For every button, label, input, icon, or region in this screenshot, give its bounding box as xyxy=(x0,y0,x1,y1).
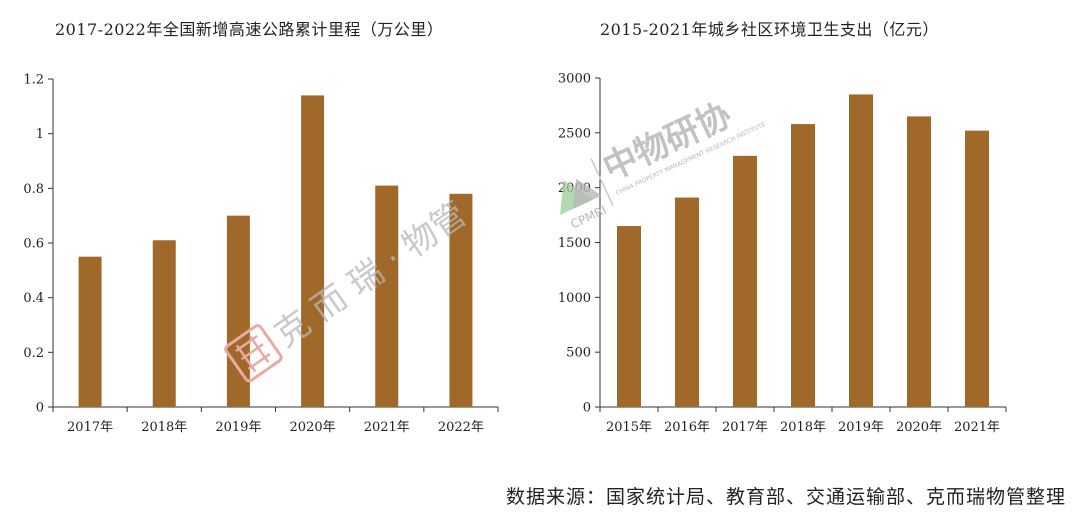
y-tick-label: 0.6 xyxy=(23,237,44,252)
x-tick-label: 2021年 xyxy=(364,420,410,435)
bar xyxy=(617,226,641,407)
bar xyxy=(301,95,325,408)
x-tick-label: 2019年 xyxy=(838,420,884,435)
bar xyxy=(152,240,176,407)
y-tick-label: 1 xyxy=(36,127,44,142)
x-tick-label: 2019年 xyxy=(215,420,261,435)
cric-watermark-text: 克 而 瑞 · 物管 xyxy=(267,194,473,355)
x-tick-label: 2022年 xyxy=(438,420,484,435)
bar xyxy=(375,185,399,407)
x-tick-label: 2015年 xyxy=(606,420,652,435)
y-tick-label: 0.4 xyxy=(23,291,44,306)
chart-title-sanitation: 2015-2021年城乡社区环境卫生支出（亿元） xyxy=(600,20,939,39)
x-tick-label: 2018年 xyxy=(780,420,826,435)
bar xyxy=(675,197,699,407)
chart-title-highway: 2017-2022年全国新增高速公路累计里程（万公里） xyxy=(55,20,444,39)
cric-watermark: 克 而 瑞 · 物管 xyxy=(224,194,474,383)
y-tick-label: 2500 xyxy=(558,126,591,141)
x-tick-label: 2018年 xyxy=(141,420,187,435)
x-tick-label: 2020年 xyxy=(896,420,942,435)
x-tick-label: 2017年 xyxy=(67,420,113,435)
y-tick-label: 0 xyxy=(583,401,591,416)
bar xyxy=(849,94,873,407)
y-tick-label: 1.2 xyxy=(23,73,44,88)
cpmri-watermark-text: 中物研协 xyxy=(597,95,737,189)
chart-sanitation: 0500100015002000250030002015年2016年2017年2… xyxy=(558,72,1007,435)
y-tick-label: 1000 xyxy=(558,291,591,306)
y-tick-label: 3000 xyxy=(558,72,591,87)
y-tick-label: 500 xyxy=(566,346,591,361)
y-tick-label: 0.2 xyxy=(23,346,44,361)
y-tick-label: 0 xyxy=(36,401,44,416)
y-tick-label: 0.8 xyxy=(23,182,44,197)
data-source-note: 数据来源：国家统计局、教育部、交通运输部、克而瑞物管整理 xyxy=(505,486,1066,508)
bar xyxy=(449,193,473,407)
x-tick-label: 2017年 xyxy=(722,420,768,435)
cric-stamp-logo xyxy=(224,324,283,383)
bar xyxy=(733,155,757,407)
bar xyxy=(78,256,102,407)
x-tick-label: 2021年 xyxy=(954,420,1000,435)
x-tick-label: 2020年 xyxy=(290,420,336,435)
x-tick-label: 2016年 xyxy=(664,420,710,435)
bar xyxy=(791,124,815,407)
bar xyxy=(965,130,989,407)
y-tick-label: 1500 xyxy=(558,236,591,251)
bar xyxy=(907,116,931,407)
chart-highway: 0 0.2 0.4 0.6 0.8 1 1.2 2017年 2018年 2019年 2020年 202… xyxy=(23,73,499,435)
